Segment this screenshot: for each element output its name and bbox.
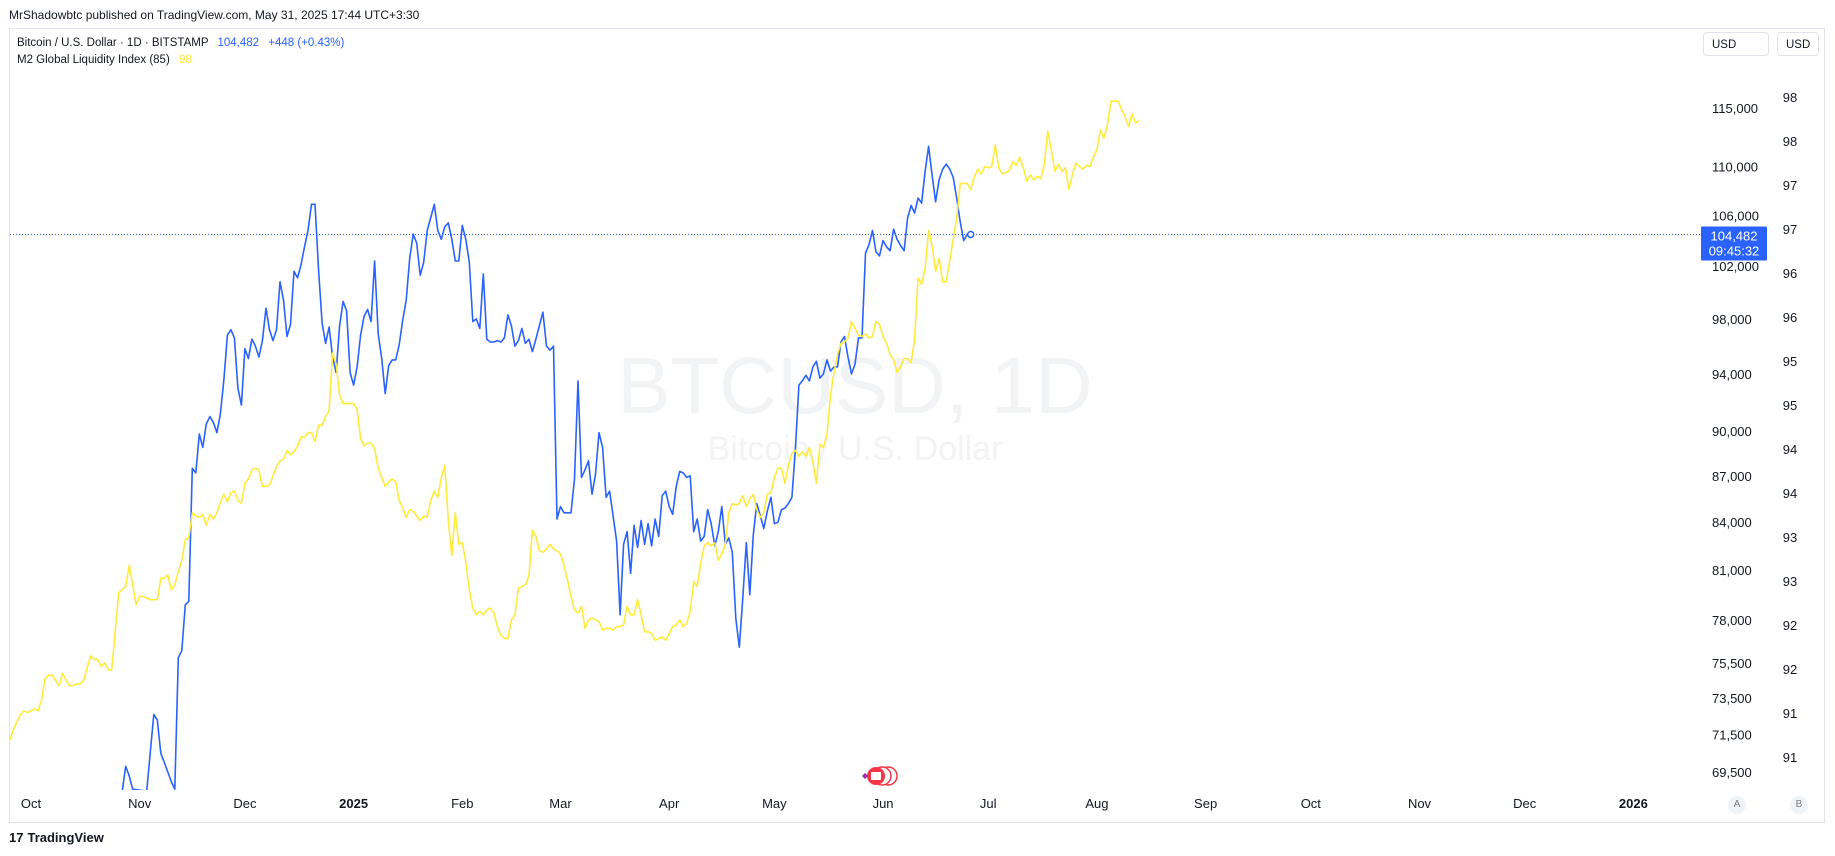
- price-axis-label: 115,000: [1712, 101, 1758, 116]
- time-axis-label: Oct: [21, 796, 42, 811]
- indicator-axis-label: 95: [1783, 398, 1797, 413]
- indicator-axis-label: 92: [1783, 618, 1797, 633]
- time-axis-label: Dec: [233, 796, 257, 811]
- price-axis-label: 90,000: [1712, 424, 1752, 439]
- indicator-axis-label: 93: [1783, 530, 1797, 545]
- time-axis-label: Jun: [873, 796, 894, 811]
- time-axis-label: Oct: [1301, 796, 1322, 811]
- indicator-axis-label: 97: [1783, 178, 1797, 193]
- events-badge-flag: [871, 772, 882, 780]
- price-axis-label: 84,000: [1712, 515, 1752, 530]
- indicator-axis-label: 96: [1783, 310, 1797, 325]
- legend-indicator-name: M2 Global Liquidity Index (85): [17, 54, 170, 66]
- price-axis-label: 106,000: [1712, 208, 1759, 223]
- time-axis-label: Sep: [1194, 796, 1217, 811]
- time-axis-label: 2026: [1619, 796, 1648, 811]
- btc-last-point: [966, 230, 975, 239]
- price-axis-label: 75,500: [1712, 656, 1752, 671]
- symbol-watermark: BTCUSD, 1D: [617, 341, 1093, 430]
- time-axis-label: Aug: [1085, 796, 1108, 811]
- published-caption: MrShadowbtc published on TradingView.com…: [9, 8, 420, 22]
- time-axis-label: Nov: [1408, 796, 1432, 811]
- brand-name: TradingView: [27, 830, 104, 845]
- indicator-axis-label: 98: [1783, 90, 1797, 105]
- price-axis-label: 98,000: [1712, 312, 1752, 327]
- legend-price: 104,482: [217, 37, 260, 49]
- price-axis-label: 78,000: [1712, 613, 1752, 628]
- indicator-axis-label: 91: [1783, 706, 1797, 721]
- legend-main-series[interactable]: Bitcoin / U.S. Dollar · 1D · BITSTAMP 10…: [17, 35, 344, 52]
- price-axis-label: 110,000: [1712, 160, 1758, 175]
- chart-legend: Bitcoin / U.S. Dollar · 1D · BITSTAMP 10…: [17, 35, 344, 69]
- time-axis-label: Dec: [1513, 796, 1537, 811]
- indicator-axis-label: 91: [1783, 750, 1797, 765]
- price-axis-label: 81,000: [1712, 563, 1752, 578]
- legend-symbol: Bitcoin / U.S. Dollar · 1D · BITSTAMP: [17, 37, 209, 49]
- time-axis-label: Nov: [128, 796, 152, 811]
- current-price-badge: [1701, 226, 1767, 261]
- btc-price-line: [121, 145, 971, 790]
- currency-button-left[interactable]: USD: [1703, 32, 1769, 56]
- price-axis-label: 87,000: [1712, 469, 1752, 484]
- price-axis-label: 73,500: [1712, 691, 1752, 706]
- chart-frame: [9, 28, 1825, 823]
- price-axis-label: 102,000: [1712, 259, 1759, 274]
- time-axis-label: Jul: [980, 796, 997, 811]
- time-axis-label: May: [762, 796, 787, 811]
- indicator-axis-label: 95: [1783, 354, 1797, 369]
- indicator-axis-label: 94: [1783, 486, 1797, 501]
- indicator-axis-label: 92: [1783, 662, 1797, 677]
- indicator-axis-label: 97: [1783, 222, 1797, 237]
- indicator-axis-label: 98: [1783, 134, 1797, 149]
- tradingview-logo-icon: 17: [9, 830, 24, 845]
- auto-scale-button[interactable]: A: [1728, 796, 1746, 814]
- price-axis-label: 69,500: [1712, 765, 1752, 780]
- m2-liquidity-line: [10, 100, 1140, 741]
- log-scale-button[interactable]: B: [1790, 796, 1808, 814]
- indicator-axis-label: 94: [1783, 442, 1797, 457]
- current-price-badge-price: 104,482: [1711, 228, 1758, 243]
- legend-indicator-value: 98: [178, 54, 192, 66]
- legend-change: +448 (+0.43%): [268, 37, 345, 49]
- price-axis-label: 71,500: [1712, 728, 1752, 743]
- time-axis-label: Apr: [659, 796, 680, 811]
- time-axis-label: Feb: [451, 796, 473, 811]
- indicator-axis-label: 93: [1783, 574, 1797, 589]
- price-axis-label: 94,000: [1712, 367, 1752, 382]
- currency-button-right[interactable]: USD: [1777, 32, 1819, 56]
- footer-branding[interactable]: 17 TradingView: [9, 830, 104, 845]
- events-badge-spark: [862, 773, 869, 779]
- current-price-badge-countdown: 09:45:32: [1709, 243, 1760, 258]
- legend-indicator[interactable]: M2 Global Liquidity Index (85) 98: [17, 52, 344, 69]
- flag-events-icon[interactable]: [862, 766, 898, 786]
- indicator-axis-label: 96: [1783, 266, 1797, 281]
- description-watermark: Bitcoin / U.S. Dollar: [707, 430, 1003, 468]
- time-axis-label: Mar: [549, 796, 572, 811]
- time-axis-label: 2025: [339, 796, 368, 811]
